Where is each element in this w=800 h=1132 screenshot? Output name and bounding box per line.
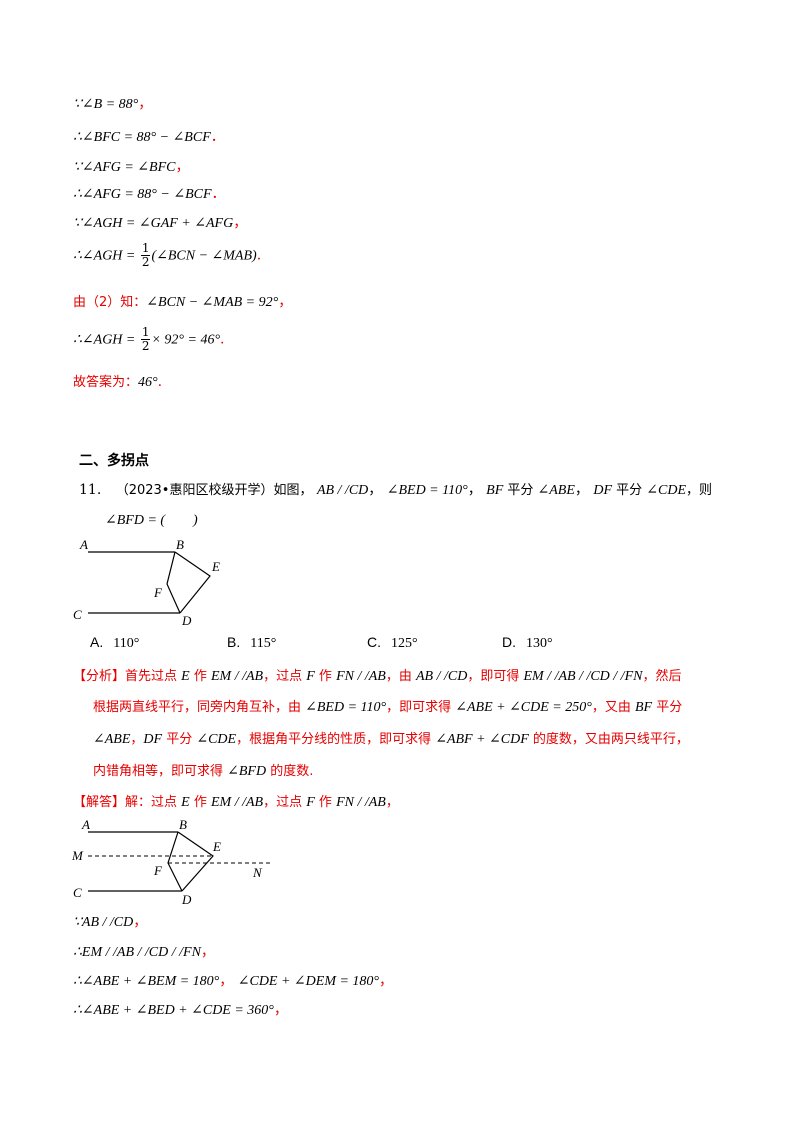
- option-d[interactable]: D. 130°: [502, 634, 553, 651]
- question-source: （2023•惠阳区校级开学）如图，: [115, 483, 313, 498]
- math: (∠BCN − ∠MAB): [151, 248, 257, 264]
- analysis-row-2: 根据两直线平行，同旁内角互补，由 ∠BED = 110°，即可求得 ∠ABE +…: [93, 700, 683, 715]
- math: ∴∠AFG = 88° − ∠BCF: [73, 187, 212, 202]
- label-f: F: [153, 863, 163, 878]
- math: AB / /CD: [316, 483, 369, 498]
- option-c[interactable]: C. 125°: [367, 634, 418, 651]
- math: ∠BFD = ( ): [105, 513, 198, 528]
- section-title: 二、多拐点: [79, 453, 149, 469]
- punct: ，: [200, 944, 215, 960]
- solution-step-2: ∴EM / /AB / /CD / /FN，: [73, 942, 215, 963]
- punct: ，: [574, 482, 589, 498]
- math: ∵AB / /CD: [73, 915, 134, 930]
- analysis-row-1: 【分析】首先过点 E 作 EM / /AB，过点 F 作 FN / /AB，由 …: [73, 669, 682, 684]
- solution-step-1: ∵AB / /CD，: [73, 912, 147, 933]
- label-d: D: [181, 613, 192, 628]
- math: ∴∠ABE + ∠BED + ∠CDE = 360°: [73, 1003, 274, 1018]
- solution-step-4: ∴∠ABE + ∠BED + ∠CDE = 360°，: [73, 1000, 288, 1021]
- solution-tag: 【解答】: [73, 795, 126, 810]
- punct: .: [157, 374, 163, 390]
- option-a[interactable]: A. 110°: [90, 634, 140, 651]
- question-stem: 11. （2023•惠阳区校级开学）如图， AB / /CD， ∠BED = 1…: [79, 480, 712, 501]
- punct: ．: [210, 129, 225, 145]
- math: ∠BED = 110°: [386, 483, 468, 498]
- math: ∴EM / /AB / /CD / /FN: [73, 945, 201, 960]
- math: × 92° = 46°: [151, 332, 221, 348]
- text: 平分: [503, 483, 538, 498]
- punct: ，: [219, 973, 234, 989]
- punct: ，: [379, 973, 394, 989]
- figure-2: A B E M F N C D: [71, 817, 270, 907]
- question-number: 11.: [79, 482, 102, 498]
- text: 由（2）知：: [73, 295, 147, 310]
- step-2: ∴∠BFC = 88° − ∠BCF．: [73, 127, 225, 148]
- step-7: 由（2）知：∠BCN − ∠MAB = 92°，: [73, 292, 292, 313]
- label-b: B: [176, 537, 184, 552]
- math: ∵∠B = 88°: [73, 97, 139, 112]
- math: ∵∠AFG = ∠BFC: [73, 160, 176, 175]
- punct: ．: [211, 186, 226, 202]
- solution-head: 【解答】解：过点 E 作 EM / /AB，过点 F 作 FN / /AB，: [73, 795, 399, 810]
- step-1: ∵∠B = 88°，: [73, 94, 152, 115]
- math: DF: [593, 483, 613, 498]
- label-d: D: [181, 892, 192, 907]
- punct: ，: [467, 482, 482, 498]
- math: ∵∠AGH = ∠GAF + ∠AFG: [73, 216, 234, 231]
- label-e: E: [211, 559, 220, 574]
- punct: .: [256, 247, 262, 264]
- label-c: C: [73, 885, 82, 900]
- punct: ，: [233, 215, 248, 231]
- label-a: A: [81, 817, 90, 832]
- text: 故答案为：: [73, 375, 139, 390]
- solution-step-3: ∴∠ABE + ∠BEM = 180°， ∠CDE + ∠DEM = 180°，: [73, 971, 393, 992]
- math: ∴∠ABE + ∠BEM = 180°: [73, 974, 220, 989]
- analysis-tag: 【分析】: [73, 669, 126, 684]
- label-e: E: [212, 839, 221, 854]
- step-4: ∴∠AFG = 88° − ∠BCF．: [73, 184, 226, 205]
- label-f: F: [153, 585, 163, 600]
- punct: ，: [138, 96, 153, 112]
- figure-1: A B E F C D: [73, 537, 220, 628]
- math: 46°: [138, 375, 158, 390]
- math: ∠ABE: [537, 483, 575, 498]
- math: BF: [486, 483, 504, 498]
- analysis-row-4: 内错角相等，即可求得 ∠BFD 的度数.: [93, 764, 314, 779]
- label-m: M: [71, 848, 84, 863]
- option-b[interactable]: B. 115°: [227, 634, 277, 651]
- punct: ，: [133, 914, 148, 930]
- math: ∴∠AGH =: [73, 332, 136, 348]
- text: ，则: [686, 483, 713, 498]
- analysis-row-3: ∠ABE，DF 平分 ∠CDE，根据角平分线的性质，即可求得 ∠ABF + ∠C…: [93, 732, 689, 747]
- punct: ，: [175, 159, 190, 175]
- punct: .: [220, 331, 225, 348]
- punct: ，: [368, 482, 383, 498]
- label-a: A: [79, 537, 88, 552]
- math: ∴∠BFC = 88° − ∠BCF: [73, 130, 211, 145]
- math: ∴∠AGH =: [73, 248, 136, 264]
- math: ∠CDE + ∠DEM = 180°: [237, 974, 380, 989]
- step-5: ∵∠AGH = ∠GAF + ∠AFG，: [73, 213, 247, 234]
- step-3: ∵∠AFG = ∠BFC，: [73, 157, 189, 178]
- step-6: ∴∠AGH = 1 2 (∠BCN − ∠MAB).: [73, 242, 261, 269]
- math: ∠BCN − ∠MAB = 92°: [146, 295, 279, 310]
- punct: ，: [273, 1002, 288, 1018]
- question-ask: ∠BFD = ( ): [105, 510, 198, 531]
- label-b: B: [179, 817, 187, 832]
- label-c: C: [73, 607, 82, 622]
- answer-line: 故答案为：46°.: [73, 372, 162, 393]
- step-8: ∴∠AGH = 1 2 × 92° = 46°.: [73, 326, 225, 353]
- label-n: N: [252, 865, 263, 880]
- punct: ，: [278, 294, 293, 310]
- math: ∠CDE: [646, 483, 687, 498]
- text: 平分: [612, 483, 647, 498]
